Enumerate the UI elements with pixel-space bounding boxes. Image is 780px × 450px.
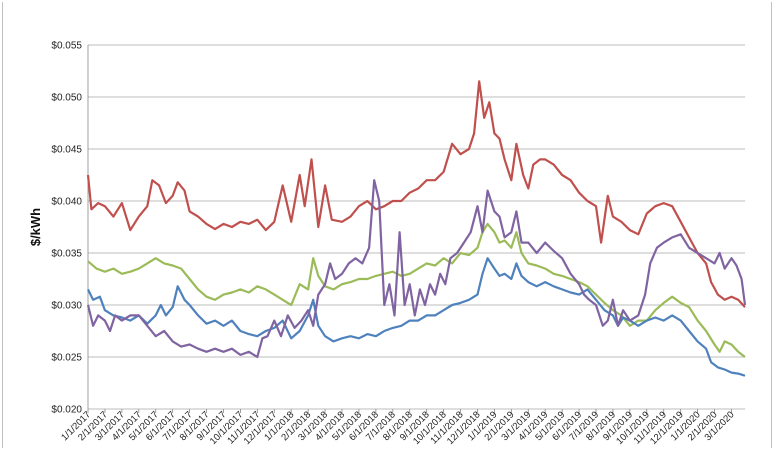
y-axis-ticks: $0.020 $0.025 $0.030 $0.035 $0.040 $0.045 $0.0…	[51, 41, 82, 416]
y-tick-label: $0.050	[51, 93, 82, 104]
y-tick-label: $0.020	[51, 405, 82, 416]
x-axis-ticks: 1/1/20172/1/20173/1/20174/1/20175/1/2017…	[59, 409, 737, 447]
y-tick-label: $0.030	[51, 301, 82, 312]
series-line-2	[87, 222, 746, 358]
y-axis-label: $/kWh	[28, 208, 43, 246]
y-tick-label: $0.035	[51, 249, 82, 260]
series-line-4	[86, 179, 747, 359]
series-line-3	[87, 257, 746, 377]
y-tick-label: $0.045	[51, 145, 82, 156]
chart-frame	[2, 2, 772, 448]
series-line-1	[86, 80, 746, 308]
series-group	[86, 80, 747, 377]
gridlines	[87, 44, 745, 410]
y-tick-label: $0.055	[51, 41, 82, 52]
y-tick-label: $0.025	[51, 353, 82, 364]
y-tick-label: $0.040	[51, 197, 82, 208]
